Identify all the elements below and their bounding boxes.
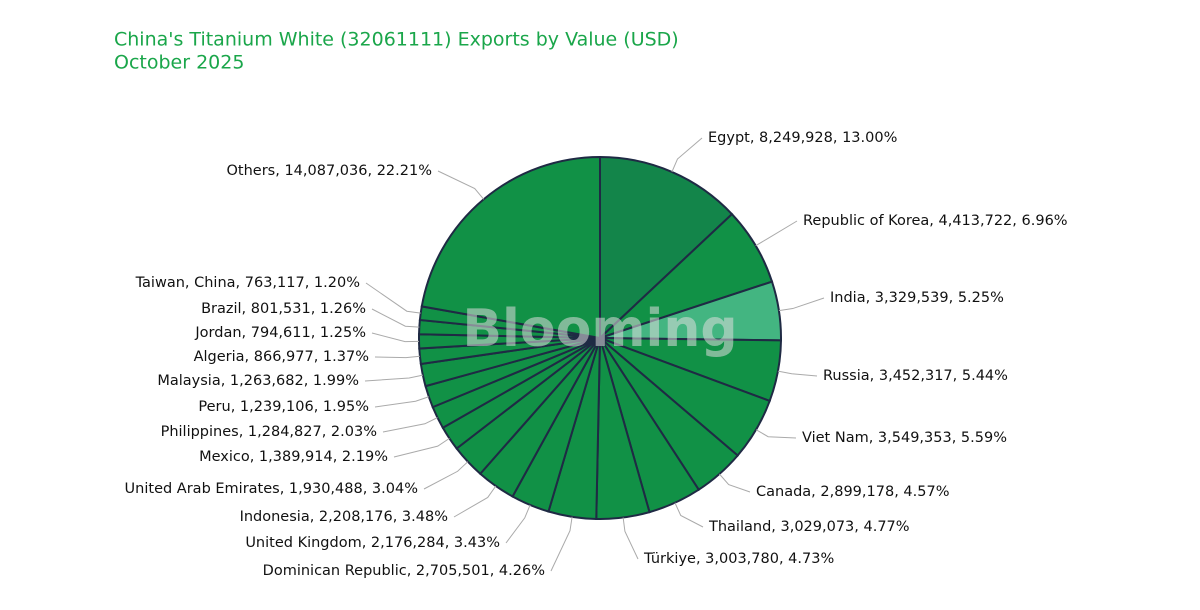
- leader-line: [393, 437, 450, 458]
- leader-line: [374, 396, 429, 408]
- data-label: United Arab Emirates, 1,930,488, 3.04%: [125, 481, 418, 497]
- leader-line: [778, 297, 825, 312]
- pie-slice: [420, 155, 601, 340]
- data-label: Viet Nam, 3,549,353, 5.59%: [802, 430, 1007, 446]
- leader-line: [505, 504, 531, 544]
- data-label: Algeria, 866,977, 1.37%: [194, 349, 369, 365]
- leader-line: [382, 417, 438, 433]
- leader-line: [622, 517, 639, 560]
- data-label: Türkiye, 3,003,780, 4.73%: [643, 551, 834, 567]
- data-label: United Kingdom, 2,176,284, 3.43%: [245, 535, 500, 551]
- leader-line: [374, 355, 420, 359]
- leader-line: [719, 473, 751, 493]
- leader-line: [550, 516, 573, 572]
- chart-subtitle: October 2025: [114, 52, 244, 74]
- leader-line: [371, 332, 420, 343]
- leader-line: [365, 282, 421, 314]
- data-label: Peru, 1,239,106, 1.95%: [198, 399, 369, 415]
- leader-line: [437, 170, 485, 200]
- data-label: Russia, 3,452,317, 5.44%: [823, 368, 1008, 384]
- data-label: Taiwan, China, 763,117, 1.20%: [135, 275, 360, 291]
- leader-line: [777, 370, 818, 377]
- data-label: India, 3,329,539, 5.25%: [830, 290, 1004, 306]
- data-label: Philippines, 1,284,827, 2.03%: [161, 424, 377, 440]
- labels: Egypt, 8,249,928, 13.00% Republic of Kore…: [125, 130, 1068, 579]
- watermark: Blooming: [462, 299, 737, 359]
- leader-line: [423, 461, 469, 490]
- pie: [417, 155, 782, 520]
- data-label: Mexico, 1,389,914, 2.19%: [199, 449, 388, 465]
- leader-line: [364, 374, 423, 382]
- data-label: Brazil, 801,531, 1.26%: [201, 301, 366, 317]
- data-label: Canada, 2,899,178, 4.57%: [756, 484, 949, 500]
- leader-line: [453, 485, 497, 518]
- leader-line: [671, 137, 703, 173]
- leader-line: [755, 220, 798, 247]
- data-label: Egypt, 8,249,928, 13.00%: [708, 130, 897, 146]
- data-label: Indonesia, 2,208,176, 3.48%: [240, 509, 448, 525]
- chart-title: China's Titanium White (32061111) Export…: [114, 29, 679, 51]
- leader-line: [371, 308, 420, 328]
- data-label: Republic of Korea, 4,413,722, 6.96%: [803, 213, 1068, 229]
- leader-line: [755, 429, 797, 439]
- data-label: Malaysia, 1,263,682, 1.99%: [157, 373, 359, 389]
- data-label: Thailand, 3,029,073, 4.77%: [708, 519, 910, 535]
- data-label: Others, 14,087,036, 22.21%: [227, 163, 432, 179]
- data-label: Dominican Republic, 2,705,501, 4.26%: [263, 563, 545, 579]
- data-label: Jordan, 794,611, 1.25%: [194, 325, 366, 341]
- leader-line: [674, 502, 704, 528]
